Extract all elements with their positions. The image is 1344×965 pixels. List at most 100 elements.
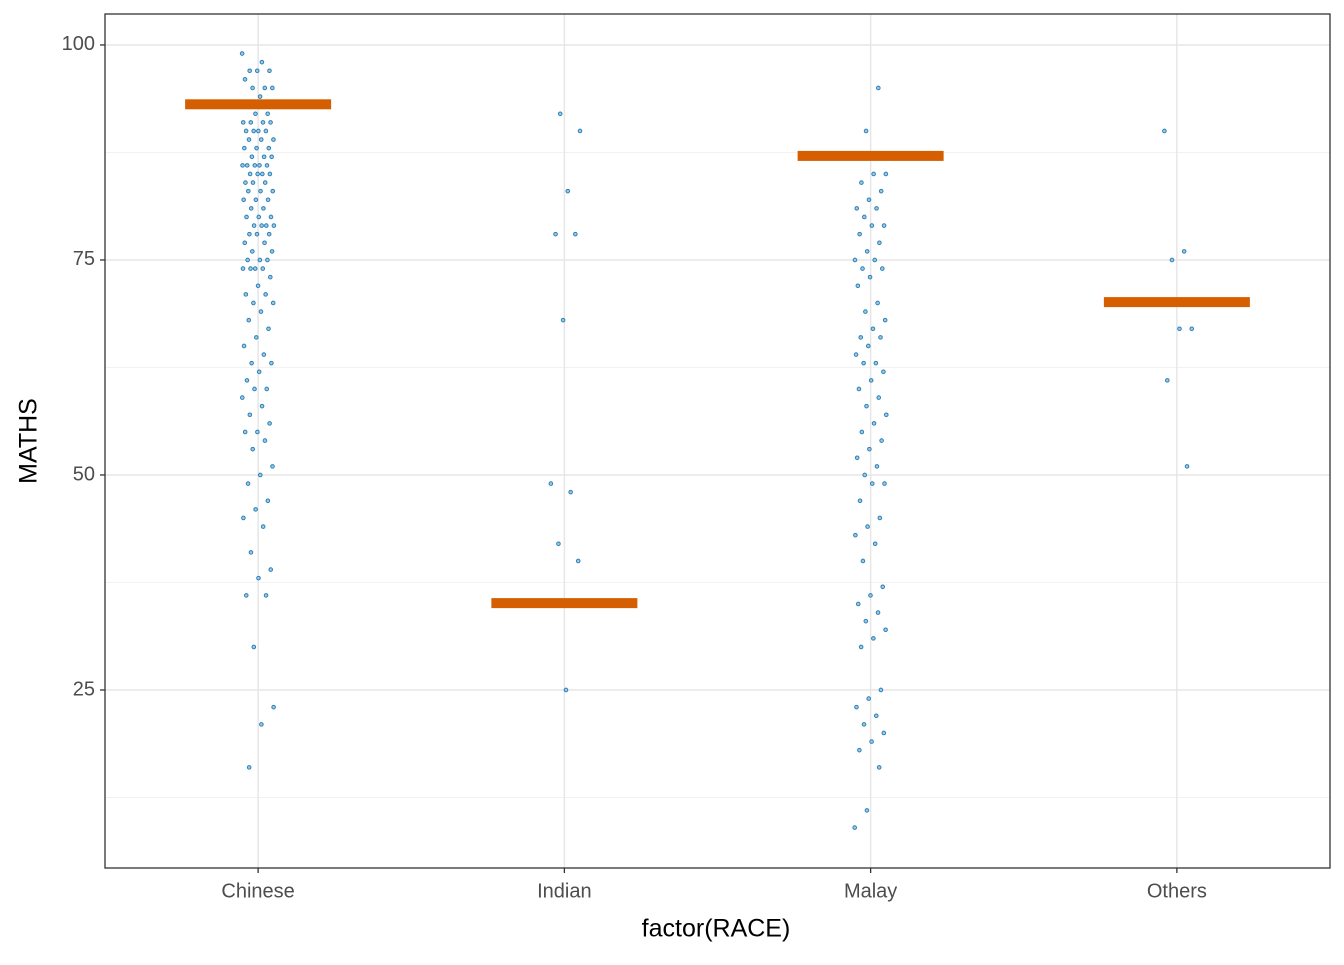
- data-point: [257, 94, 263, 99]
- marks: [185, 51, 1250, 830]
- data-point: [873, 360, 879, 366]
- data-point: [260, 171, 265, 177]
- data-point: [267, 274, 273, 280]
- data-point: [250, 446, 256, 452]
- data-point: [249, 360, 254, 366]
- data-point: [864, 249, 870, 254]
- data-point: [246, 765, 252, 770]
- data-point: [575, 558, 581, 564]
- data-point: [264, 386, 270, 392]
- data-point: [262, 240, 267, 246]
- data-point: [256, 214, 262, 220]
- data-point: [266, 326, 271, 332]
- data-point: [869, 739, 874, 744]
- data-point: [239, 51, 245, 56]
- data-point: [264, 223, 269, 228]
- data-point: [270, 188, 276, 194]
- data-point: [254, 68, 260, 74]
- data-point: [271, 704, 276, 710]
- data-point: [876, 85, 881, 91]
- data-point: [266, 145, 272, 151]
- data-point: [882, 317, 888, 323]
- data-point: [241, 197, 246, 203]
- data-point: [247, 231, 252, 237]
- data-point: [252, 386, 257, 392]
- data-point: [262, 438, 268, 443]
- data-point: [241, 343, 247, 349]
- data-point: [862, 472, 868, 478]
- data-point: [259, 403, 265, 409]
- data-point: [864, 808, 870, 813]
- data-point: [254, 145, 259, 151]
- data-point: [872, 541, 878, 547]
- data-point: [1189, 326, 1195, 332]
- data-point: [873, 713, 879, 719]
- data-point: [255, 283, 261, 289]
- data-point: [875, 300, 880, 306]
- data-point: [265, 257, 270, 263]
- data-point: [867, 274, 873, 280]
- data-point: [854, 455, 860, 461]
- data-point: [270, 85, 275, 91]
- data-point: [261, 352, 267, 357]
- data-point: [261, 154, 267, 160]
- data-point: [871, 171, 876, 177]
- data-point: [573, 231, 578, 237]
- data-point: [251, 300, 256, 306]
- data-point: [260, 524, 266, 529]
- data-point: [864, 403, 869, 409]
- summary-bar: [1103, 297, 1250, 308]
- data-point: [251, 644, 257, 650]
- data-point: [877, 515, 883, 521]
- data-point: [881, 730, 887, 736]
- data-point: [268, 214, 274, 220]
- data-point: [264, 163, 270, 168]
- summary-bar: [491, 598, 638, 609]
- data-point: [251, 223, 257, 228]
- data-point: [242, 240, 248, 246]
- data-point: [248, 120, 254, 125]
- data-point: [249, 154, 255, 160]
- data-point: [243, 593, 249, 598]
- data-point: [883, 171, 889, 177]
- data-point: [861, 722, 867, 727]
- data-point: [560, 317, 566, 323]
- data-point: [854, 206, 860, 211]
- data-point: [568, 489, 573, 495]
- data-point: [857, 231, 862, 237]
- data-point: [858, 335, 864, 340]
- data-point: [241, 515, 246, 521]
- data-point: [247, 68, 252, 74]
- data-point: [253, 335, 259, 340]
- data-point: [852, 825, 858, 830]
- data-point: [258, 309, 264, 314]
- data-point: [255, 429, 260, 435]
- data-point: [245, 257, 250, 263]
- y-tick-label: 25: [73, 678, 95, 700]
- data-point: [243, 292, 249, 297]
- y-axis-title: MATHS: [15, 398, 43, 484]
- data-point: [259, 722, 264, 727]
- data-point: [870, 326, 876, 332]
- data-point: [268, 567, 274, 572]
- data-point: [263, 593, 269, 598]
- data-point: [881, 223, 887, 228]
- data-point: [242, 77, 248, 82]
- data-point: [256, 575, 261, 581]
- data-point: [271, 137, 276, 142]
- panel-border: [104, 13, 1331, 869]
- data-point: [242, 429, 248, 435]
- data-point: [246, 188, 251, 194]
- summary-bar: [185, 99, 332, 110]
- data-point: [244, 378, 250, 383]
- data-point: [240, 120, 246, 125]
- data-point: [253, 197, 259, 203]
- data-point: [268, 120, 273, 125]
- data-point: [855, 601, 861, 607]
- data-point: [250, 249, 255, 254]
- data-point: [859, 429, 865, 435]
- data-point: [246, 137, 252, 142]
- data-point: [1164, 378, 1170, 383]
- data-point: [253, 111, 258, 117]
